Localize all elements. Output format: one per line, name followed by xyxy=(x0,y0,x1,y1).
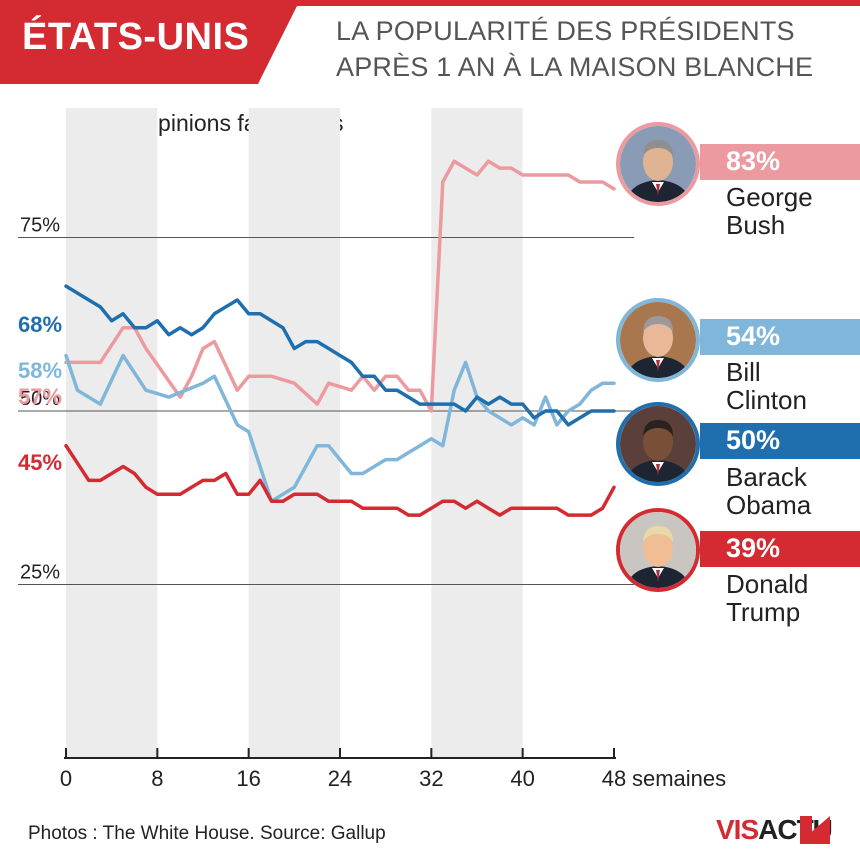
series-line-barack-obama xyxy=(64,284,616,427)
donald-trump-avatar xyxy=(616,508,700,592)
chart-title-line-1: LA POPULARITÉ DES PRÉSIDENTS xyxy=(336,16,795,46)
x-tick-label: 0 xyxy=(60,766,72,791)
obama-percent-value: 50% xyxy=(726,425,781,455)
x-tick-label: 48 xyxy=(602,766,626,791)
series-line-bill-clinton xyxy=(64,353,616,503)
country-badge-label: ÉTATS-UNIS xyxy=(22,16,250,58)
trump-percent-value: 39% xyxy=(726,533,781,563)
bill-clinton-avatar xyxy=(616,298,700,382)
trump-last-name: Trump xyxy=(726,597,801,627)
source-credits: Photos : The White House. Source: Gallup xyxy=(28,823,386,844)
y-tick-label: 50% xyxy=(20,388,60,410)
x-tick-label: 40 xyxy=(510,766,534,791)
background-band xyxy=(248,108,340,758)
barack-obama-avatar xyxy=(616,402,700,486)
x-tick-label: 16 xyxy=(236,766,260,791)
clinton-percent-value: 54% xyxy=(726,321,781,351)
start-label-barack-obama: 68% xyxy=(18,312,62,337)
george-bush-avatar xyxy=(616,122,700,206)
clinton-last-name: Clinton xyxy=(726,385,807,415)
background-band xyxy=(66,108,158,758)
x-tick-label: 32 xyxy=(419,766,443,791)
bush-percent-band xyxy=(700,144,860,180)
clinton-first-name: Bill xyxy=(726,357,761,387)
bush-first-name: George xyxy=(726,182,813,212)
country-badge: ÉTATS-UNIS xyxy=(0,0,300,84)
start-label-george-bush: 57% xyxy=(18,384,62,409)
bush-last-name: Bush xyxy=(726,210,786,240)
start-label-donald-trump: 45% xyxy=(18,450,62,475)
start-label-bill-clinton: 58% xyxy=(18,358,62,383)
obama-percent-band xyxy=(700,423,860,459)
x-tick-label: 8 xyxy=(151,766,163,791)
bush-percent-value: 83% xyxy=(726,146,781,176)
header-top-rule xyxy=(0,0,860,6)
clinton-percent-band xyxy=(700,319,860,355)
chart-title-line-2: APRÈS 1 AN À LA MAISON BLANCHE xyxy=(336,52,814,82)
trump-percent-band xyxy=(700,531,860,567)
series-line-donald-trump xyxy=(64,443,616,517)
logo-vis: VIS xyxy=(716,814,759,845)
y-tick-label: 25% xyxy=(20,562,60,584)
series-line-george-bush xyxy=(64,159,616,413)
y-tick-label: 75% xyxy=(20,215,60,237)
trump-first-name: Donald xyxy=(726,569,809,599)
x-tick-label: 24 xyxy=(328,766,352,791)
obama-first-name: Barack xyxy=(726,462,807,492)
x-axis-label: semaines xyxy=(632,766,726,791)
obama-last-name: Obama xyxy=(726,490,812,520)
